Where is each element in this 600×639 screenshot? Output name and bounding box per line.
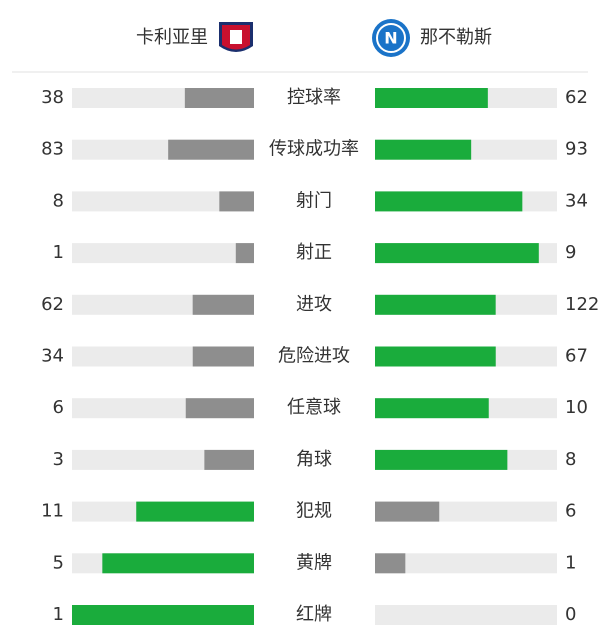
- home-value: 83: [41, 139, 64, 160]
- stat-label: 黄牌: [296, 552, 332, 573]
- away-bar: [375, 346, 496, 367]
- home-track: [72, 191, 254, 212]
- away-track: [375, 605, 557, 625]
- stat-label: 角球: [296, 449, 332, 470]
- away-bar: [375, 191, 523, 212]
- stat-label: 射门: [296, 190, 332, 211]
- away-value: 10: [565, 397, 588, 418]
- away-bar: [375, 243, 539, 264]
- home-team-logo: [219, 22, 253, 52]
- home-value: 38: [41, 87, 64, 108]
- away-value: 67: [565, 346, 588, 367]
- home-bar: [102, 553, 254, 574]
- stat-label: 控球率: [287, 87, 341, 108]
- home-value: 8: [53, 190, 64, 211]
- stat-label: 危险进攻: [278, 346, 350, 367]
- away-bar: [375, 449, 508, 470]
- away-team-logo: N: [372, 19, 410, 57]
- stat-label: 射正: [296, 242, 332, 263]
- away-value: 0: [565, 604, 576, 625]
- home-bar: [72, 605, 254, 625]
- home-value: 3: [53, 449, 64, 470]
- stat-label: 进攻: [296, 294, 332, 315]
- away-value: 6: [565, 501, 576, 522]
- home-value: 11: [41, 501, 64, 522]
- home-value: 1: [53, 604, 64, 625]
- home-track: [72, 243, 254, 264]
- svg-text:N: N: [384, 29, 397, 48]
- away-value: 34: [565, 190, 588, 211]
- away-value: 122: [565, 294, 599, 315]
- home-bar: [192, 294, 254, 315]
- stat-label: 红牌: [296, 604, 332, 625]
- away-value: 8: [565, 449, 576, 470]
- home-value: 62: [41, 294, 64, 315]
- home-bar: [184, 88, 254, 108]
- away-bar: [375, 294, 496, 315]
- home-bar: [185, 398, 254, 419]
- home-value: 1: [53, 242, 64, 263]
- home-value: 6: [53, 397, 64, 418]
- away-bar: [375, 88, 488, 108]
- home-value: 5: [53, 552, 64, 573]
- home-bar: [136, 501, 254, 522]
- away-bar: [375, 553, 406, 574]
- stat-label: 任意球: [287, 397, 341, 418]
- home-team-name: 卡利亚里: [136, 27, 208, 48]
- away-bar: [375, 139, 472, 160]
- home-value: 34: [41, 346, 64, 367]
- away-value: 62: [565, 87, 588, 108]
- away-value: 9: [565, 242, 576, 263]
- home-bar: [168, 139, 254, 160]
- away-team-name: 那不勒斯: [420, 27, 492, 48]
- away-value: 1: [565, 552, 576, 573]
- home-bar: [204, 449, 254, 470]
- away-value: 93: [565, 139, 588, 160]
- home-bar: [219, 191, 254, 212]
- stat-label: 犯规: [296, 501, 332, 522]
- stat-label: 传球成功率: [269, 139, 359, 160]
- away-bar: [375, 501, 440, 522]
- away-track: [375, 553, 557, 574]
- home-bar: [192, 346, 254, 367]
- away-bar: [375, 398, 489, 419]
- home-bar: [235, 243, 254, 264]
